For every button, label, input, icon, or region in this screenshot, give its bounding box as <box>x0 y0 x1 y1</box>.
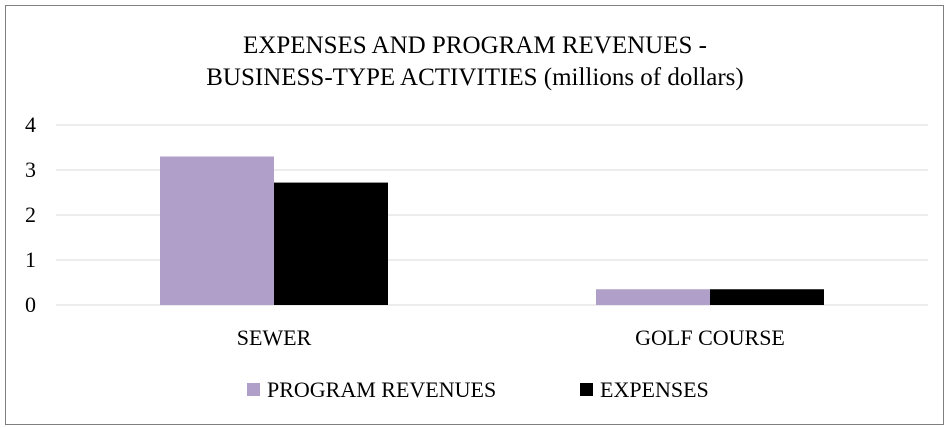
legend-label-expenses: EXPENSES <box>600 377 709 402</box>
y-tick-label-1: 1 <box>25 247 36 272</box>
x-axis-labels: SEWER GOLF COURSE <box>237 325 785 350</box>
bar-sewer-expenses <box>274 182 388 305</box>
chart-title-line-1: EXPENSES AND PROGRAM REVENUES - <box>243 32 707 59</box>
legend-label-program-revenues: PROGRAM REVENUES <box>267 377 496 402</box>
x-tick-label-sewer: SEWER <box>237 325 312 350</box>
bar-golf-course-expenses <box>710 289 824 305</box>
y-tick-label-4: 4 <box>25 112 36 137</box>
y-tick-label-2: 2 <box>25 202 36 227</box>
bar-sewer-program-revenues <box>160 156 274 305</box>
legend-swatch-expenses <box>580 383 593 396</box>
bar-golf-course-program-revenues <box>596 289 710 305</box>
y-tick-label-3: 3 <box>25 157 36 182</box>
x-tick-label-golf-course: GOLF COURSE <box>635 325 785 350</box>
bars <box>160 156 824 305</box>
legend: PROGRAM REVENUES EXPENSES <box>247 377 709 402</box>
y-tick-label-0: 0 <box>25 292 36 317</box>
chart-title-line-2: BUSINESS-TYPE ACTIVITIES (millions of do… <box>206 64 744 91</box>
legend-swatch-program-revenues <box>247 383 260 396</box>
y-axis-ticks: 0 1 2 3 4 <box>25 112 36 317</box>
